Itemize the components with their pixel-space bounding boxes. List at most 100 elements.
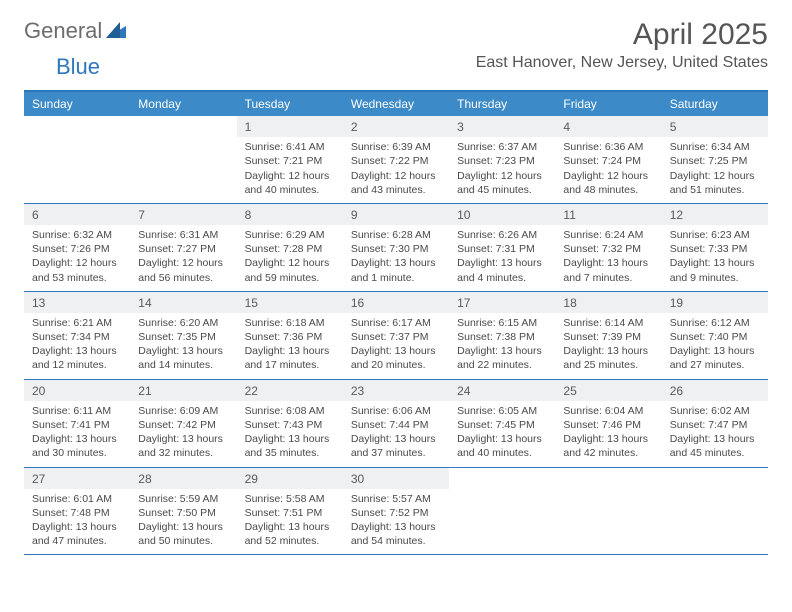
sunrise-text: Sunrise: 6:37 AM xyxy=(457,140,547,154)
day-body: Sunrise: 6:36 AMSunset: 7:24 PMDaylight:… xyxy=(555,137,661,203)
sunset-text: Sunset: 7:37 PM xyxy=(351,330,441,344)
daylight-text: Daylight: 13 hours xyxy=(245,344,335,358)
sunset-text: Sunset: 7:23 PM xyxy=(457,154,547,168)
sunset-text: Sunset: 7:48 PM xyxy=(32,506,122,520)
daylight-text: Daylight: 13 hours xyxy=(457,432,547,446)
day-number: 18 xyxy=(555,292,661,313)
sunset-text: Sunset: 7:50 PM xyxy=(138,506,228,520)
day-cell: 21Sunrise: 6:09 AMSunset: 7:42 PMDayligh… xyxy=(130,380,236,467)
sunrise-text: Sunrise: 6:21 AM xyxy=(32,316,122,330)
weekday-monday: Monday xyxy=(130,92,236,116)
day-body: Sunrise: 6:41 AMSunset: 7:21 PMDaylight:… xyxy=(237,137,343,203)
day-cell xyxy=(130,116,236,203)
daylight-text: Daylight: 13 hours xyxy=(351,520,441,534)
day-cell: 27Sunrise: 6:01 AMSunset: 7:48 PMDayligh… xyxy=(24,468,130,555)
weeks-container: 1Sunrise: 6:41 AMSunset: 7:21 PMDaylight… xyxy=(24,116,768,555)
day-number: 10 xyxy=(449,204,555,225)
sunset-text: Sunset: 7:47 PM xyxy=(670,418,760,432)
daylight-text: and 14 minutes. xyxy=(138,358,228,372)
sunrise-text: Sunrise: 6:08 AM xyxy=(245,404,335,418)
daylight-text: Daylight: 13 hours xyxy=(32,432,122,446)
day-cell: 30Sunrise: 5:57 AMSunset: 7:52 PMDayligh… xyxy=(343,468,449,555)
daylight-text: and 43 minutes. xyxy=(351,183,441,197)
daylight-text: Daylight: 13 hours xyxy=(351,432,441,446)
day-number: 20 xyxy=(24,380,130,401)
daylight-text: Daylight: 13 hours xyxy=(138,520,228,534)
daylight-text: Daylight: 13 hours xyxy=(670,432,760,446)
day-cell xyxy=(24,116,130,203)
sunset-text: Sunset: 7:41 PM xyxy=(32,418,122,432)
day-body: Sunrise: 6:06 AMSunset: 7:44 PMDaylight:… xyxy=(343,401,449,467)
day-number: 7 xyxy=(130,204,236,225)
sunset-text: Sunset: 7:24 PM xyxy=(563,154,653,168)
sunrise-text: Sunrise: 6:34 AM xyxy=(670,140,760,154)
daylight-text: and 45 minutes. xyxy=(457,183,547,197)
day-body: Sunrise: 6:01 AMSunset: 7:48 PMDaylight:… xyxy=(24,489,130,555)
daylight-text: and 25 minutes. xyxy=(563,358,653,372)
sunset-text: Sunset: 7:42 PM xyxy=(138,418,228,432)
logo-text-general: General xyxy=(24,18,102,44)
weekday-thursday: Thursday xyxy=(449,92,555,116)
daylight-text: and 4 minutes. xyxy=(457,271,547,285)
sunset-text: Sunset: 7:30 PM xyxy=(351,242,441,256)
day-body: Sunrise: 6:17 AMSunset: 7:37 PMDaylight:… xyxy=(343,313,449,379)
day-cell: 4Sunrise: 6:36 AMSunset: 7:24 PMDaylight… xyxy=(555,116,661,203)
logo-text-blue: Blue xyxy=(56,54,100,80)
day-number: 4 xyxy=(555,116,661,137)
day-number: 6 xyxy=(24,204,130,225)
day-cell xyxy=(555,468,661,555)
day-body: Sunrise: 6:28 AMSunset: 7:30 PMDaylight:… xyxy=(343,225,449,291)
day-cell: 8Sunrise: 6:29 AMSunset: 7:28 PMDaylight… xyxy=(237,204,343,291)
day-cell: 11Sunrise: 6:24 AMSunset: 7:32 PMDayligh… xyxy=(555,204,661,291)
sunrise-text: Sunrise: 6:01 AM xyxy=(32,492,122,506)
weekday-saturday: Saturday xyxy=(662,92,768,116)
daylight-text: Daylight: 12 hours xyxy=(670,169,760,183)
sunrise-text: Sunrise: 5:57 AM xyxy=(351,492,441,506)
week-row: 1Sunrise: 6:41 AMSunset: 7:21 PMDaylight… xyxy=(24,116,768,204)
daylight-text: and 51 minutes. xyxy=(670,183,760,197)
day-cell xyxy=(449,468,555,555)
sunset-text: Sunset: 7:26 PM xyxy=(32,242,122,256)
sunset-text: Sunset: 7:32 PM xyxy=(563,242,653,256)
sunrise-text: Sunrise: 6:15 AM xyxy=(457,316,547,330)
daylight-text: Daylight: 13 hours xyxy=(32,520,122,534)
daylight-text: and 56 minutes. xyxy=(138,271,228,285)
sunset-text: Sunset: 7:46 PM xyxy=(563,418,653,432)
daylight-text: and 37 minutes. xyxy=(351,446,441,460)
sunrise-text: Sunrise: 6:05 AM xyxy=(457,404,547,418)
day-number: 16 xyxy=(343,292,449,313)
day-number: 5 xyxy=(662,116,768,137)
day-number: 30 xyxy=(343,468,449,489)
title-block: April 2025 East Hanover, New Jersey, Uni… xyxy=(476,18,768,72)
sunrise-text: Sunrise: 6:28 AM xyxy=(351,228,441,242)
daylight-text: and 53 minutes. xyxy=(32,271,122,285)
day-body: Sunrise: 6:02 AMSunset: 7:47 PMDaylight:… xyxy=(662,401,768,467)
sunrise-text: Sunrise: 6:09 AM xyxy=(138,404,228,418)
week-row: 20Sunrise: 6:11 AMSunset: 7:41 PMDayligh… xyxy=(24,380,768,468)
week-row: 27Sunrise: 6:01 AMSunset: 7:48 PMDayligh… xyxy=(24,468,768,556)
day-number: 21 xyxy=(130,380,236,401)
day-body: Sunrise: 6:04 AMSunset: 7:46 PMDaylight:… xyxy=(555,401,661,467)
daylight-text: and 17 minutes. xyxy=(245,358,335,372)
sunset-text: Sunset: 7:27 PM xyxy=(138,242,228,256)
day-body: Sunrise: 5:59 AMSunset: 7:50 PMDaylight:… xyxy=(130,489,236,555)
day-body: Sunrise: 6:31 AMSunset: 7:27 PMDaylight:… xyxy=(130,225,236,291)
day-cell: 17Sunrise: 6:15 AMSunset: 7:38 PMDayligh… xyxy=(449,292,555,379)
daylight-text: and 40 minutes. xyxy=(245,183,335,197)
day-body: Sunrise: 6:15 AMSunset: 7:38 PMDaylight:… xyxy=(449,313,555,379)
day-body: Sunrise: 6:09 AMSunset: 7:42 PMDaylight:… xyxy=(130,401,236,467)
weekday-sunday: Sunday xyxy=(24,92,130,116)
day-number: 2 xyxy=(343,116,449,137)
day-cell: 23Sunrise: 6:06 AMSunset: 7:44 PMDayligh… xyxy=(343,380,449,467)
sunrise-text: Sunrise: 6:04 AM xyxy=(563,404,653,418)
day-cell: 22Sunrise: 6:08 AMSunset: 7:43 PMDayligh… xyxy=(237,380,343,467)
week-row: 6Sunrise: 6:32 AMSunset: 7:26 PMDaylight… xyxy=(24,204,768,292)
day-body: Sunrise: 6:37 AMSunset: 7:23 PMDaylight:… xyxy=(449,137,555,203)
daylight-text: Daylight: 12 hours xyxy=(138,256,228,270)
location-text: East Hanover, New Jersey, United States xyxy=(476,54,768,72)
daylight-text: Daylight: 13 hours xyxy=(563,344,653,358)
day-cell: 24Sunrise: 6:05 AMSunset: 7:45 PMDayligh… xyxy=(449,380,555,467)
week-row: 13Sunrise: 6:21 AMSunset: 7:34 PMDayligh… xyxy=(24,292,768,380)
daylight-text: Daylight: 13 hours xyxy=(563,256,653,270)
logo: General xyxy=(24,18,128,44)
